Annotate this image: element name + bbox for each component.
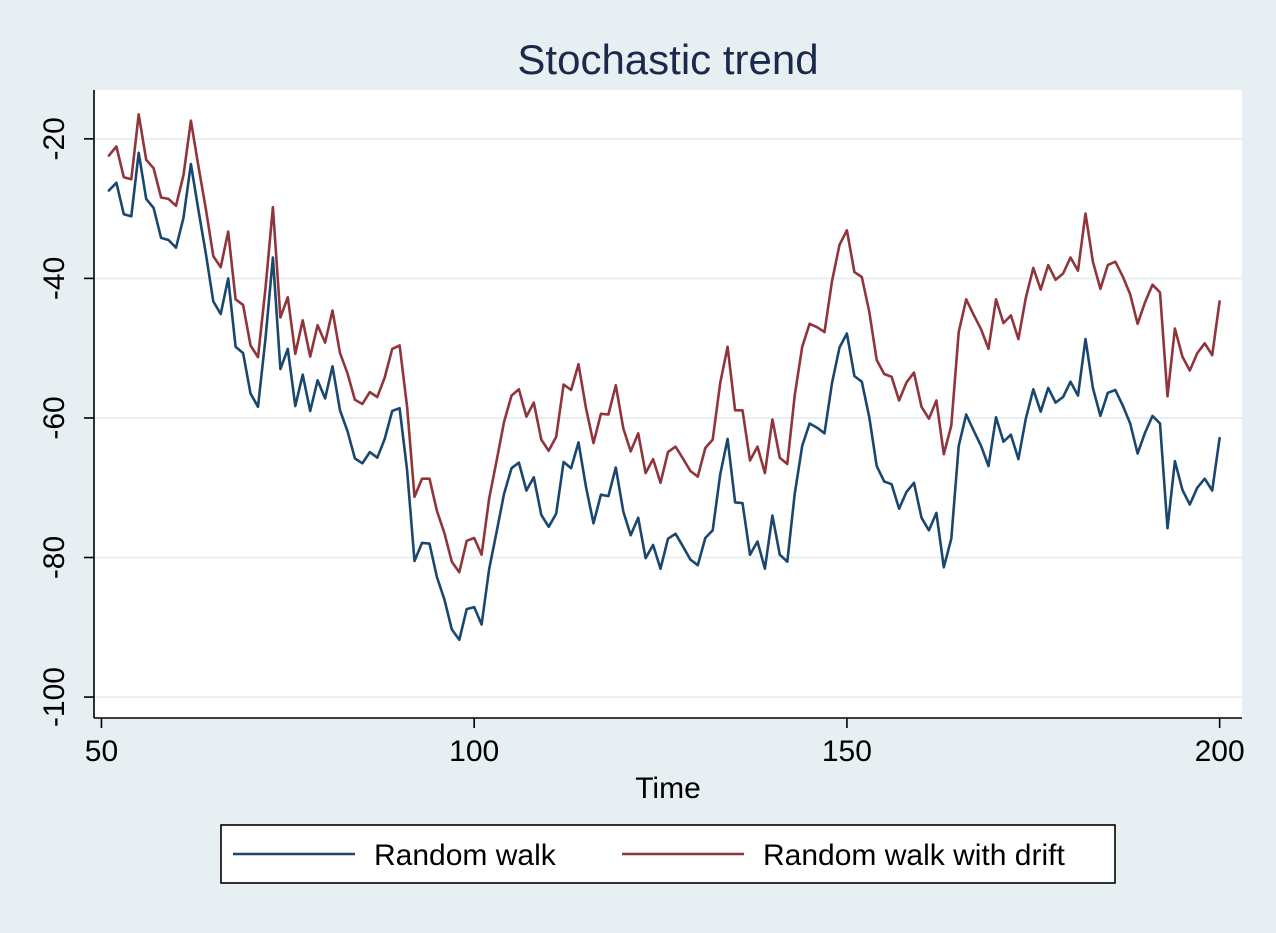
- x-tick-label: 50: [85, 735, 118, 768]
- y-tick-label: -100: [38, 667, 71, 727]
- legend: Random walk Random walk with drift: [220, 824, 1116, 884]
- x-tick-label: 150: [822, 735, 872, 768]
- grid-layer: [94, 137, 1242, 699]
- x-tick-label: 200: [1195, 735, 1245, 768]
- x-axis-label: Time: [635, 772, 701, 805]
- chart-title: Stochastic trend: [517, 36, 818, 83]
- plot-area: [94, 90, 1242, 718]
- series-line-random-walk-with-drift: [107, 113, 1221, 574]
- series-line-random-walk: [107, 151, 1221, 642]
- y-tick-label: -60: [38, 396, 71, 439]
- y-tick-label: -20: [38, 117, 71, 160]
- y-tick-label: -80: [38, 536, 71, 579]
- legend-label-random-walk: Random walk: [374, 839, 557, 872]
- y-tick-label: -40: [38, 257, 71, 300]
- legend-label-random-walk-with-drift: Random walk with drift: [763, 839, 1065, 872]
- axes-layer: -20 -40 -60 -80 -100 50 100 150 200: [38, 90, 1245, 768]
- series-layer: [107, 113, 1221, 642]
- x-tick-label: 100: [449, 735, 499, 768]
